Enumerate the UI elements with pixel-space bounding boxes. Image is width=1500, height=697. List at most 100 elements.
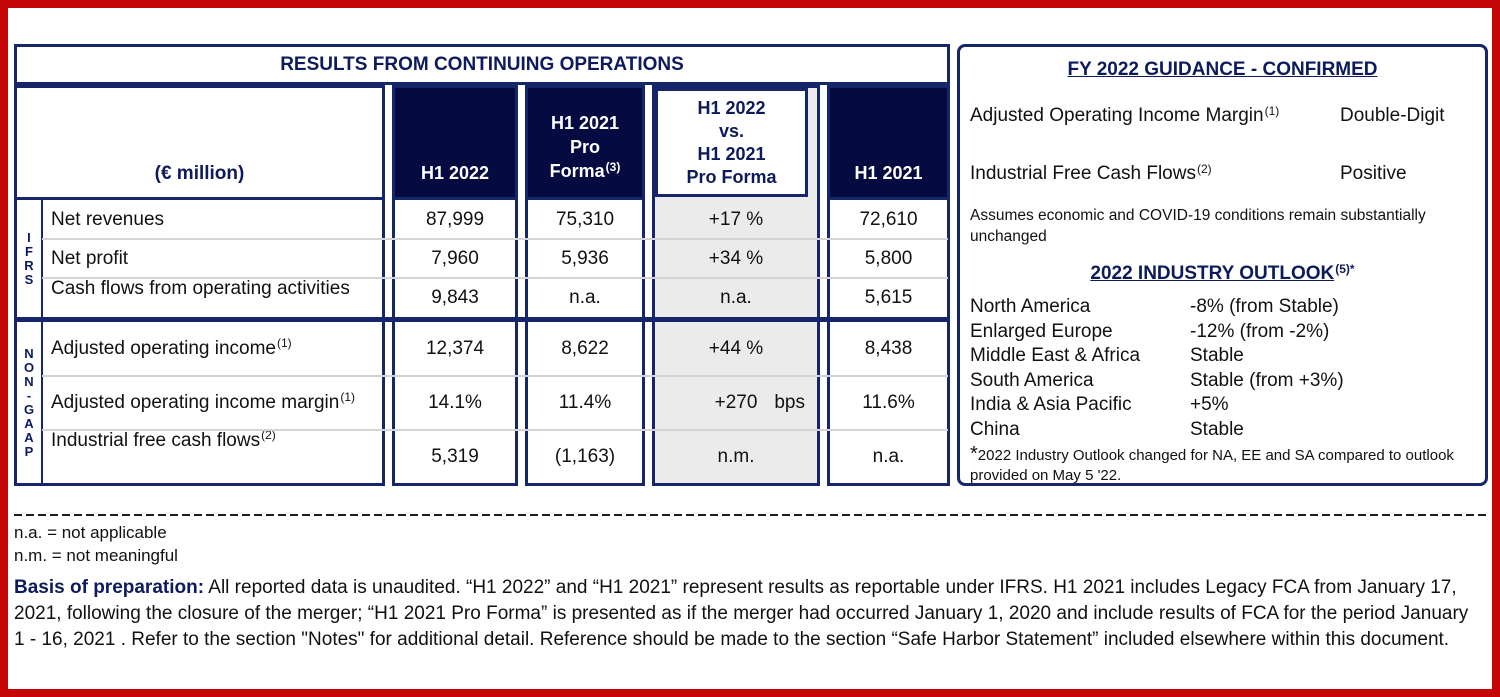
value-cell: 14.1% [428,392,482,413]
outlook-row: Middle East & Africa Stable [970,344,1475,369]
basis-of-preparation: Basis of preparation: All reported data … [14,575,1484,653]
column-header-line: Pro [569,137,600,157]
results-table-title-bar: RESULTS FROM CONTINUING OPERATIONS [14,44,950,85]
row-label-text: Adjusted operating income [51,338,276,359]
column-header-line: H1 2021 [697,143,766,164]
outlook-footnote: *2022 Industry Outlook changed for NA, E… [970,444,1475,486]
value-cell: (1,163) [554,445,616,467]
row-label: Adjusted operating income (1) [43,322,382,376]
vs-value-cell: n.a. [655,278,817,317]
outlook-title-sup: (5)* [1335,262,1355,276]
value-cell: 87,999 [425,208,485,230]
guidance-note: Assumes economic and COVID-19 conditions… [970,207,1426,245]
vs-value: +270 [714,392,758,413]
row-separator [42,375,948,377]
row-label-sup: (1) [340,390,356,404]
outlook-row: South America Stable (from +3%) [970,369,1475,394]
guidance-label-sup: (2) [1196,162,1212,176]
guidance-value: Positive [1340,163,1407,184]
non-gaap-row-labels: Adjusted operating income (1) Adjusted op… [43,322,382,483]
vs-value-cell: +44 % [655,322,817,376]
guidance-title-row: FY 2022 GUIDANCE - CONFIRMED [970,59,1475,81]
row-label: Adjusted operating income margin (1) [43,376,382,430]
value-cell: 5,936 [561,247,609,269]
column-header-vs-wrap: H1 2022 vs. H1 2021 Pro Forma [655,88,817,200]
row-label-text: Adjusted operating income margin [51,392,340,413]
vs-value: +44 % [708,338,764,359]
value-cell: 5,800 [864,247,913,269]
column-header-text: H1 2021 [854,163,923,183]
outlook-region: Middle East & Africa [970,345,1141,366]
column-header-h1-2021: H1 2021 [830,88,947,200]
value-cell: 72,610 [859,208,918,230]
dashed-divider [14,514,1488,516]
column-header-line: H1 2021 [550,113,620,133]
row-separator [42,238,948,240]
column-header-vs: H1 2022 vs. H1 2021 Pro Forma [655,88,808,197]
value-cell: 12,374 [425,338,485,359]
row-label-text: Net profit [51,247,129,269]
row-label-sup: (2) [261,428,276,442]
vs-value: +34 % [708,247,764,269]
outlook-title-row: 2022 INDUSTRY OUTLOOK(5)* [970,262,1475,285]
group-separator [14,317,950,322]
h1-2022-column: H1 2022 87,999 7,960 9,843 12,374 14.1% … [392,85,518,486]
value-cell: 75,310 [555,208,615,230]
basis-text: All reported data is unaudited. “H1 2022… [14,577,1469,650]
row-label: Net profit [43,239,382,278]
vs-value: +17 % [708,208,764,230]
column-header-line: H1 2022 [697,97,766,118]
column-header-line: Forma(3) [550,159,621,185]
value-cell: n.a. [872,445,905,467]
guidance-title: FY 2022 GUIDANCE - CONFIRMED [1067,59,1378,80]
value-cell: 11.6% [862,392,915,413]
outlook-row: North America -8% (from Stable) [970,295,1475,320]
outlook-row: Enlarged Europe -12% (from -2%) [970,320,1475,345]
unit-header: (€ million) [154,163,245,184]
outlook-region: India & Asia Pacific [970,394,1132,415]
guidance-panel: FY 2022 GUIDANCE - CONFIRMED Adjusted Op… [957,44,1488,486]
abbreviation-na: n.a. = not applicable [14,523,167,542]
column-header-line: vs. [718,120,745,141]
outlook-value: -12% (from -2%) [1190,320,1330,342]
outlook-value: Stable [1190,345,1244,366]
h1-2021-column: H1 2021 72,610 5,800 5,615 8,438 11.6% n… [827,85,950,486]
guidance-value: Double-Digit [1340,105,1445,126]
outlook-region: China [970,418,1020,440]
outlook-row: India & Asia Pacific +5% [970,393,1475,418]
outlook-value: Stable [1190,418,1244,440]
outlook-footnote-star: * [970,443,978,465]
value-cell: 9,843 [431,286,479,308]
guidance-label-sup: (1) [1264,104,1280,118]
column-header-h1-2021-pro-forma: H1 2021 Pro Forma(3) [528,88,642,200]
vs-value: n.m. [717,445,755,467]
row-label: Cash flows from operating activities [43,278,382,300]
guidance-row: Adjusted Operating Income Margin(1) Doub… [970,104,1475,127]
guidance-row: Industrial Free Cash Flows(2) Positive [970,162,1475,185]
ifrs-row-labels: Net revenues Net profit Cash flows from … [43,200,382,317]
guidance-label: Adjusted Operating Income Margin [970,105,1264,126]
outlook-footnote-text: 2022 Industry Outlook changed for NA, EE… [970,447,1454,484]
vs-unit: bps [774,392,805,413]
value-cell: 11.4% [558,392,612,413]
row-label-text: Industrial free cash flows [51,430,261,451]
outlook-value: -8% (from Stable) [1190,296,1339,317]
column-header-line: Pro Forma [686,166,777,187]
value-cell: 5,615 [864,286,913,308]
vs-pro-forma-column: H1 2022 vs. H1 2021 Pro Forma +17 % +34 … [652,85,820,486]
guidance-label: Industrial Free Cash Flows [970,163,1196,184]
value-cell: n.a. [569,286,601,308]
outlook-row: China Stable [970,418,1475,443]
vs-value-cell: +17 % [655,200,817,239]
value-cell: 8,438 [864,338,913,359]
outlook-region: North America [970,296,1091,317]
column-header-h1-2022: H1 2022 [395,88,515,200]
row-label: Industrial free cash flows (2) [43,428,382,452]
results-table-title: RESULTS FROM CONTINUING OPERATIONS [280,53,684,75]
